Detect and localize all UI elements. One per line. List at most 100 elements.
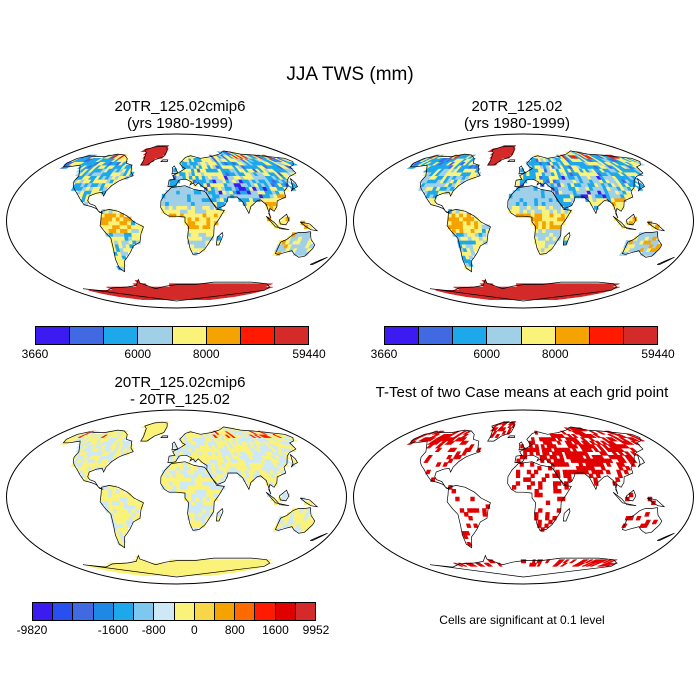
map-cell [538,209,543,214]
map-cell [557,496,562,502]
map-cell [202,220,207,226]
map-cell [545,236,550,241]
map-cell [183,477,188,482]
map-cell [534,197,539,202]
map-cell [194,516,199,521]
map-cell [176,485,181,490]
map-cell [161,205,166,210]
coastline-northamerica [62,429,134,490]
map-cell [201,236,207,241]
map-cell [474,220,479,226]
map-cell [210,220,215,226]
map-cell [161,481,166,486]
map-cell [190,473,196,478]
map-ocean [6,410,347,584]
panel-4-title: T-Test of two Case means at each grid po… [352,384,692,401]
map-cell [552,205,558,210]
map-cell [482,236,488,241]
map-cell [468,444,475,449]
map-cell [187,496,192,502]
coastlines [409,421,675,578]
map-cell [470,496,475,502]
map-cell [523,559,527,564]
map-cell [560,213,566,218]
map-cell [168,209,174,214]
map-cell [425,455,433,460]
map-cell [197,197,203,202]
map-cell [568,559,578,564]
map-cell [119,213,125,218]
map-cell [526,447,531,452]
map-cell [119,216,125,222]
map-cell [198,492,204,498]
map-cell [198,496,204,502]
map-cell [186,190,192,195]
map-cell [508,205,513,210]
map-cell [545,220,551,226]
map-cell [541,232,547,237]
coastline-africa [160,461,225,531]
map-cell [165,201,170,206]
map-cell [198,485,204,490]
map-cell [120,437,128,442]
map-cell [519,193,524,199]
map-cell [108,504,114,509]
map-cell [194,512,200,517]
map-cell [179,201,185,206]
map-cell [466,213,472,218]
map-cell [198,209,204,214]
map-cell [653,232,659,237]
map-panel-1 [6,133,347,309]
map-cell [202,216,207,222]
map-cell [557,220,562,226]
map-cell [545,201,550,206]
map-cell [179,485,185,490]
map-cell [187,197,192,202]
map-cell [526,209,532,214]
map-cell [519,190,524,195]
map-cell [176,193,181,199]
map-cell [530,462,535,467]
map-cell [553,485,558,490]
map-cell [183,466,188,471]
map-cell [173,283,177,288]
map-cell [560,209,566,214]
map-cell [206,496,211,502]
map-cell [624,466,632,471]
map-cell [186,469,192,475]
map-cell [542,455,548,460]
map-cell [190,519,195,525]
map-cell [201,512,207,517]
map-cell [635,516,642,521]
coastline-iceland [507,435,516,438]
map-cell [194,236,200,241]
map-cell [457,430,468,435]
map-cell [537,232,543,237]
map-cell [205,477,211,482]
map-cell [100,492,106,498]
map-cell [607,434,617,438]
map-cell [467,161,475,166]
map-cell [191,492,196,498]
map-cell [205,205,211,210]
map-cell [545,232,551,237]
map-cell [566,434,574,438]
map-cell [104,224,110,229]
map-cell [523,205,528,210]
colorbar-swatch [521,327,556,344]
map-cell [538,224,543,229]
map-cell [112,496,117,502]
map-cell [519,205,524,210]
map-cell [115,224,121,229]
map-cell [552,236,558,241]
map-cell [523,175,528,180]
map-cell [191,228,196,233]
map-cell [523,193,528,199]
map-cell [127,228,132,233]
map-cell [519,197,524,202]
map-cell [190,205,196,210]
map-cell [549,232,554,237]
map-cell [172,190,177,195]
map-panel-3 [6,409,347,585]
map-cell [168,193,174,199]
